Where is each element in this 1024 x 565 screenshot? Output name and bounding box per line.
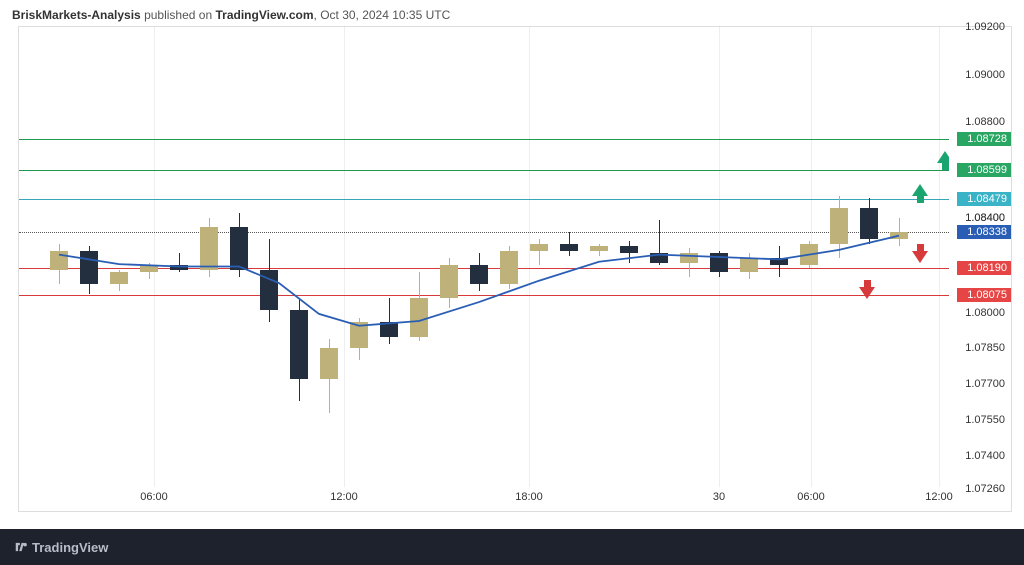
x-tick-label: 12:00	[925, 491, 953, 503]
logo-icon	[14, 540, 28, 554]
y-tick-label: 1.09200	[965, 21, 1005, 33]
tradingview-logo: TradingView	[14, 540, 108, 555]
x-tick-label: 30	[713, 491, 725, 503]
y-tick-label: 1.09000	[965, 69, 1005, 81]
arrow-down-icon	[912, 251, 928, 263]
published-on: published on	[144, 8, 212, 22]
chart-container: BriskMarkets-Analysis published on Tradi…	[0, 0, 1024, 565]
y-axis: 1.092001.090001.088001.085991.084001.081…	[949, 27, 1011, 487]
site-name: TradingView.com	[215, 8, 313, 22]
author-name: BriskMarkets-Analysis	[12, 8, 141, 22]
y-tick-label: 1.08800	[965, 116, 1005, 128]
x-tick-label: 12:00	[330, 491, 358, 503]
x-tick-label: 18:00	[515, 491, 543, 503]
x-tick-label: 06:00	[140, 491, 168, 503]
arrow-up-icon	[937, 151, 949, 163]
y-tick-label: 1.07260	[965, 483, 1005, 495]
y-tick-label: 1.07700	[965, 378, 1005, 390]
y-tick-label: 1.07400	[965, 450, 1005, 462]
publish-date: Oct 30, 2024 10:35 UTC	[320, 8, 450, 22]
plot-area[interactable]	[19, 27, 949, 487]
x-axis: 06:0012:0018:003006:0012:00	[19, 487, 949, 511]
footer-bar: TradingView	[0, 529, 1024, 565]
arrow-up-icon	[912, 184, 928, 196]
chart-header: BriskMarkets-Analysis published on Tradi…	[12, 8, 450, 22]
price-label: 1.08075	[957, 288, 1011, 302]
moving-average-line	[19, 27, 949, 487]
chart-frame: 1.092001.090001.088001.085991.084001.081…	[18, 26, 1012, 512]
price-label: 1.08190	[957, 261, 1011, 275]
y-tick-label: 1.08400	[965, 212, 1005, 224]
y-tick-label: 1.08000	[965, 307, 1005, 319]
footer-brand: TradingView	[32, 540, 108, 555]
y-tick-label: 1.07850	[965, 342, 1005, 354]
x-tick-label: 06:00	[797, 491, 825, 503]
current-price-label: 1.08338	[957, 225, 1011, 239]
y-tick-label: 1.07550	[965, 414, 1005, 426]
price-label: 1.08479	[957, 192, 1011, 206]
price-label: 1.08728	[957, 132, 1011, 146]
price-label: 1.08599	[957, 163, 1011, 177]
arrow-down-icon	[859, 287, 875, 299]
